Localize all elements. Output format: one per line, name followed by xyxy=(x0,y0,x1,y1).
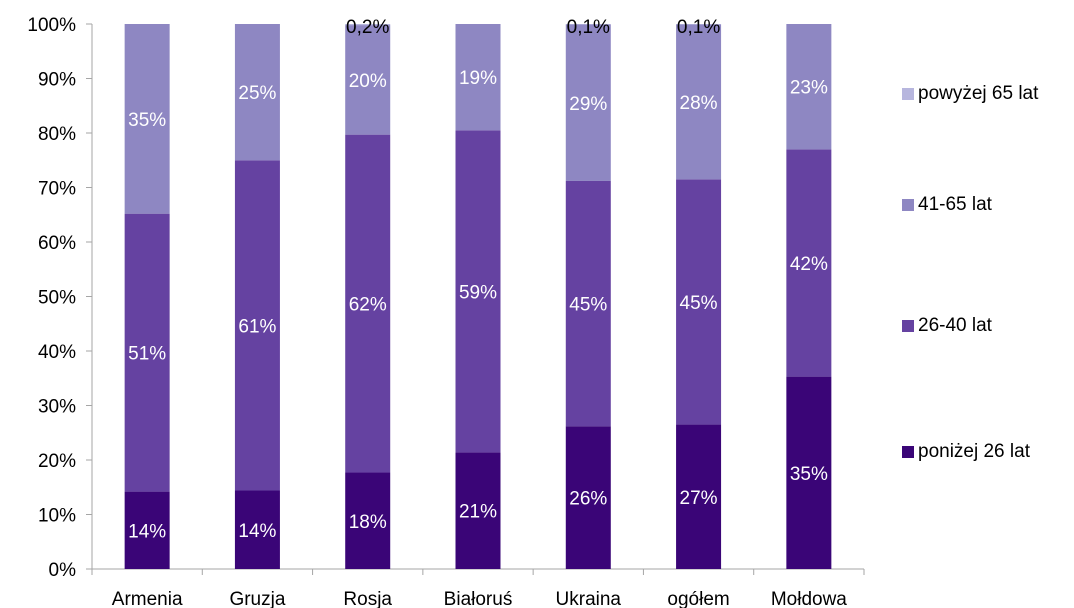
bar-moldowa-ponizej-26-lat xyxy=(786,376,832,569)
bar-ukraina-powyzej-65-lat xyxy=(565,24,611,25)
y-tick-label: 100% xyxy=(27,15,76,36)
bar-rosja-powyzej-65-lat xyxy=(345,24,391,26)
data-label-ukraina-powyzej-65-lat: 0,1% xyxy=(567,17,610,38)
bar-ukraina-41-65-lat xyxy=(565,24,611,181)
bar-ogolem-26-40-lat xyxy=(676,179,722,425)
data-label-armenia-41-65-lat: 35% xyxy=(128,110,166,131)
bar-bialorus-41-65-lat xyxy=(455,24,501,131)
data-label-rosja-26-40-lat: 62% xyxy=(349,295,387,316)
data-label-ukraina-41-65-lat: 29% xyxy=(569,94,607,115)
data-label-armenia-26-40-lat: 51% xyxy=(128,344,166,365)
data-label-moldowa-41-65-lat: 23% xyxy=(790,78,828,99)
data-label-moldowa-26-40-lat: 42% xyxy=(790,254,828,275)
y-tick-label: 70% xyxy=(38,179,76,200)
x-tick-label: Gruzja xyxy=(229,589,285,608)
bar-ogolem-powyzej-65-lat xyxy=(676,24,722,25)
data-label-gruzja-26-40-lat: 61% xyxy=(238,316,276,337)
bar-armenia-26-40-lat xyxy=(124,213,170,492)
bar-bialorus-ponizej-26-lat xyxy=(455,452,501,569)
bar-armenia-ponizej-26-lat xyxy=(124,491,170,569)
y-tick-label: 30% xyxy=(38,397,76,418)
data-label-gruzja-ponizej-26-lat: 14% xyxy=(238,521,276,542)
data-label-rosja-ponizej-26-lat: 18% xyxy=(349,512,387,533)
y-tick-label: 90% xyxy=(38,70,76,91)
bar-rosja-26-40-lat xyxy=(345,134,391,473)
data-label-bialorus-41-65-lat: 19% xyxy=(459,68,497,89)
bar-armenia-41-65-lat xyxy=(124,24,170,214)
data-label-rosja-41-65-lat: 20% xyxy=(349,71,387,92)
data-label-ogolem-26-40-lat: 45% xyxy=(680,293,718,314)
bar-ogolem-41-65-lat xyxy=(676,24,722,180)
x-tick-label: Armenia xyxy=(112,589,183,608)
bar-ukraina-26-40-lat xyxy=(565,180,611,427)
data-label-rosja-powyzej-65-lat: 0,2% xyxy=(346,17,389,38)
y-tick-label: 80% xyxy=(38,124,76,145)
bar-ukraina-ponizej-26-lat xyxy=(565,426,611,569)
bar-gruzja-26-40-lat xyxy=(234,160,280,491)
bar-bialorus-26-40-lat xyxy=(455,130,501,453)
x-tick-label: Białoruś xyxy=(444,589,513,608)
x-tick-label: Rosja xyxy=(343,589,392,608)
x-tick-label: Ukraina xyxy=(556,589,622,608)
data-label-ogolem-ponizej-26-lat: 27% xyxy=(680,488,718,509)
bar-moldowa-26-40-lat xyxy=(786,149,832,377)
data-label-ogolem-powyzej-65-lat: 0,1% xyxy=(677,17,720,38)
data-label-bialorus-26-40-lat: 59% xyxy=(459,282,497,303)
bar-gruzja-ponizej-26-lat xyxy=(234,490,280,569)
data-label-ogolem-41-65-lat: 28% xyxy=(680,93,718,114)
bar-ogolem-ponizej-26-lat xyxy=(676,424,722,569)
x-tick-label: Mołdowa xyxy=(771,589,847,608)
bar-rosja-ponizej-26-lat xyxy=(345,472,391,569)
bar-moldowa-41-65-lat xyxy=(786,24,832,150)
y-tick-label: 10% xyxy=(38,506,76,527)
y-tick-label: 20% xyxy=(38,451,76,472)
data-label-gruzja-41-65-lat: 25% xyxy=(238,83,276,104)
x-tick-label: ogółem xyxy=(667,589,729,608)
y-tick-label: 50% xyxy=(38,288,76,309)
y-tick-label: 60% xyxy=(38,233,76,254)
data-label-ukraina-26-40-lat: 45% xyxy=(569,295,607,316)
bar-rosja-41-65-lat xyxy=(345,25,391,135)
data-label-moldowa-ponizej-26-lat: 35% xyxy=(790,464,828,485)
y-tick-label: 40% xyxy=(38,342,76,363)
bar-gruzja-41-65-lat xyxy=(234,24,280,161)
data-label-armenia-ponizej-26-lat: 14% xyxy=(128,521,166,542)
data-label-bialorus-ponizej-26-lat: 21% xyxy=(459,502,497,523)
data-label-ukraina-ponizej-26-lat: 26% xyxy=(569,489,607,510)
y-tick-label: 0% xyxy=(49,560,77,581)
